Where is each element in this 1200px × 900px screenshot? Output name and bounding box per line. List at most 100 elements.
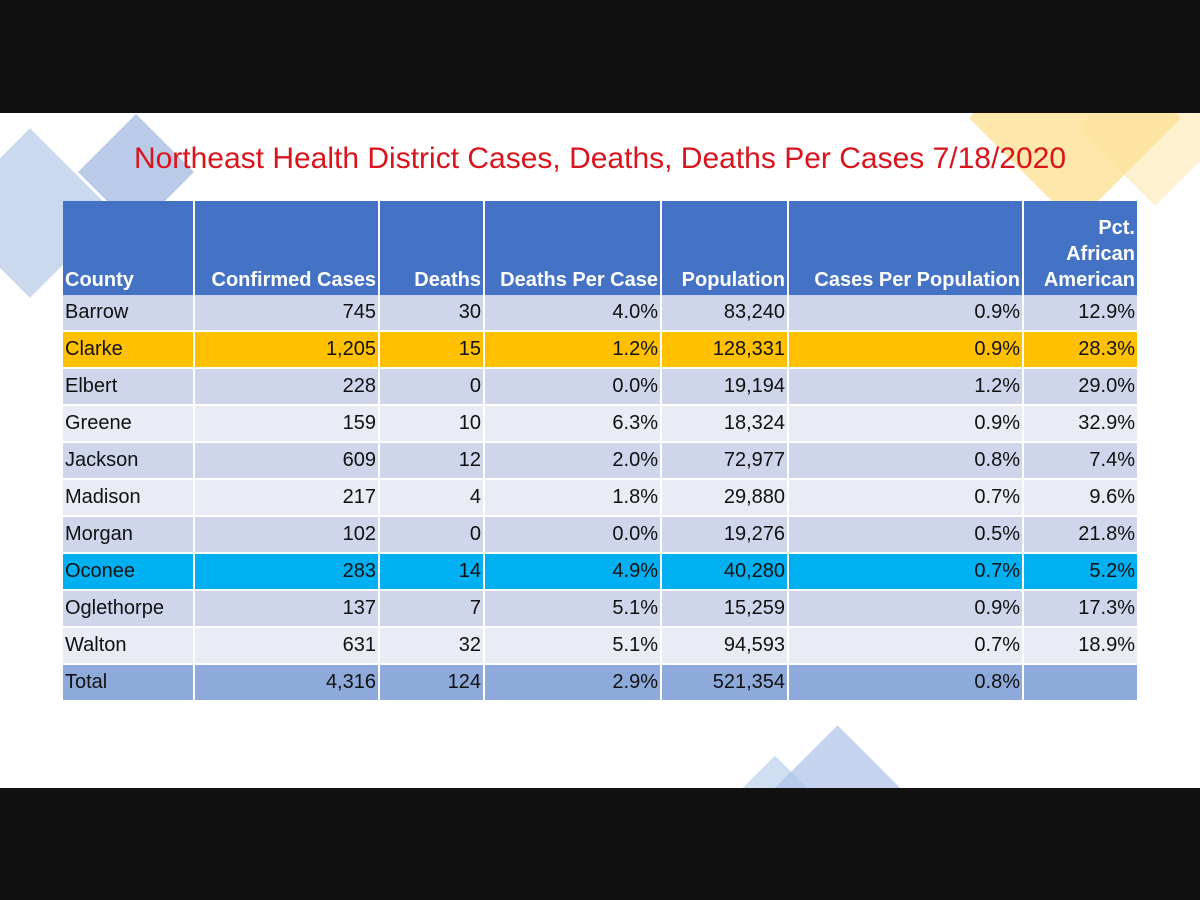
cell-pct-african-american: 12.9% [1023, 295, 1137, 332]
cell-deaths-per-case: 5.1% [484, 627, 662, 665]
header-population: Population [661, 201, 789, 295]
cell-county: Madison [63, 479, 195, 517]
cell-county: Greene [63, 405, 195, 443]
total-cell-population: 521,354 [661, 664, 789, 700]
cell-population: 128,331 [661, 331, 789, 369]
cell-deaths-per-case: 2.0% [484, 442, 662, 480]
total-cell-confirmed-cases: 4,316 [194, 664, 380, 700]
table-row-barrow: Barrow 745 30 4.0% 83,240 0.9% 12.9% [63, 295, 1137, 332]
cell-confirmed-cases: 102 [194, 516, 380, 554]
table-row-morgan: Morgan 102 0 0.0% 19,276 0.5% 21.8% [63, 516, 1137, 554]
cell-confirmed-cases: 283 [194, 553, 380, 591]
cell-population: 72,977 [661, 442, 789, 480]
cell-deaths: 30 [379, 295, 485, 332]
table-row-greene: Greene 159 10 6.3% 18,324 0.9% 32.9% [63, 405, 1137, 443]
cell-county: Oconee [63, 553, 195, 591]
cell-pct-african-american: 29.0% [1023, 368, 1137, 406]
table-header-row: County Confirmed Cases Deaths Deaths Per… [63, 201, 1137, 295]
cell-deaths: 0 [379, 516, 485, 554]
total-cell-county: Total [63, 664, 195, 700]
cell-confirmed-cases: 745 [194, 295, 380, 332]
cell-deaths-per-case: 1.8% [484, 479, 662, 517]
slide-title: Northeast Health District Cases, Deaths,… [133, 142, 1067, 175]
cell-deaths-per-case: 0.0% [484, 516, 662, 554]
cell-deaths: 7 [379, 590, 485, 628]
table-row-oglethorpe: Oglethorpe 137 7 5.1% 15,259 0.9% 17.3% [63, 590, 1137, 628]
cell-county: Morgan [63, 516, 195, 554]
table-row-elbert: Elbert 228 0 0.0% 19,194 1.2% 29.0% [63, 368, 1137, 406]
cell-confirmed-cases: 228 [194, 368, 380, 406]
cell-pct-african-american: 7.4% [1023, 442, 1137, 480]
cell-cases-per-population: 1.2% [788, 368, 1024, 406]
cell-population: 18,324 [661, 405, 789, 443]
cell-deaths-per-case: 4.0% [484, 295, 662, 332]
cell-cases-per-population: 0.5% [788, 516, 1024, 554]
cell-confirmed-cases: 159 [194, 405, 380, 443]
cell-population: 83,240 [661, 295, 789, 332]
header-pct-african-american: Pct. African American [1023, 201, 1137, 295]
cell-county: Jackson [63, 442, 195, 480]
cell-county: Oglethorpe [63, 590, 195, 628]
cell-population: 15,259 [661, 590, 789, 628]
cell-county: Clarke [63, 331, 195, 369]
cell-confirmed-cases: 631 [194, 627, 380, 665]
cell-cases-per-population: 0.9% [788, 331, 1024, 369]
cell-pct-african-american: 28.3% [1023, 331, 1137, 369]
cell-cases-per-population: 0.7% [788, 553, 1024, 591]
cell-pct-african-american: 18.9% [1023, 627, 1137, 665]
total-cell-pct-african-american [1023, 664, 1137, 700]
table-row-oconee: Oconee 283 14 4.9% 40,280 0.7% 5.2% [63, 553, 1137, 591]
table-row-total: Total 4,316 124 2.9% 521,354 0.8% [63, 664, 1137, 700]
cell-population: 94,593 [661, 627, 789, 665]
table-row-madison: Madison 217 4 1.8% 29,880 0.7% 9.6% [63, 479, 1137, 517]
cell-deaths: 14 [379, 553, 485, 591]
cell-cases-per-population: 0.8% [788, 442, 1024, 480]
cell-pct-african-american: 9.6% [1023, 479, 1137, 517]
data-table: County Confirmed Cases Deaths Deaths Per… [63, 201, 1137, 700]
table-row-jackson: Jackson 609 12 2.0% 72,977 0.8% 7.4% [63, 442, 1137, 480]
cell-county: Elbert [63, 368, 195, 406]
cell-population: 29,880 [661, 479, 789, 517]
cell-deaths: 32 [379, 627, 485, 665]
cell-confirmed-cases: 1,205 [194, 331, 380, 369]
header-deaths: Deaths [379, 201, 485, 295]
cell-deaths: 12 [379, 442, 485, 480]
cell-cases-per-population: 0.9% [788, 405, 1024, 443]
header-county: County [63, 201, 195, 295]
cell-deaths-per-case: 5.1% [484, 590, 662, 628]
table-row-walton: Walton 631 32 5.1% 94,593 0.7% 18.9% [63, 627, 1137, 665]
total-cell-deaths: 124 [379, 664, 485, 700]
cell-population: 19,194 [661, 368, 789, 406]
cell-deaths: 0 [379, 368, 485, 406]
cell-population: 19,276 [661, 516, 789, 554]
cell-pct-african-american: 32.9% [1023, 405, 1137, 443]
cell-pct-african-american: 17.3% [1023, 590, 1137, 628]
cell-deaths-per-case: 0.0% [484, 368, 662, 406]
cell-county: Walton [63, 627, 195, 665]
total-cell-cases-per-population: 0.8% [788, 664, 1024, 700]
total-cell-deaths-per-case: 2.9% [484, 664, 662, 700]
cell-deaths-per-case: 6.3% [484, 405, 662, 443]
table-body: Barrow 745 30 4.0% 83,240 0.9% 12.9% Clarke 1,20… [63, 295, 1137, 700]
cell-deaths: 15 [379, 331, 485, 369]
slide: Northeast Health District Cases, Deaths,… [0, 113, 1200, 788]
cell-confirmed-cases: 137 [194, 590, 380, 628]
cell-deaths-per-case: 4.9% [484, 553, 662, 591]
cell-deaths: 4 [379, 479, 485, 517]
cell-confirmed-cases: 217 [194, 479, 380, 517]
cell-pct-african-american: 5.2% [1023, 553, 1137, 591]
cell-pct-african-american: 21.8% [1023, 516, 1137, 554]
cell-confirmed-cases: 609 [194, 442, 380, 480]
cell-cases-per-population: 0.7% [788, 479, 1024, 517]
cell-cases-per-population: 0.9% [788, 590, 1024, 628]
header-deaths-per-case: Deaths Per Case [484, 201, 662, 295]
cell-county: Barrow [63, 295, 195, 332]
cell-deaths-per-case: 1.2% [484, 331, 662, 369]
cell-cases-per-population: 0.7% [788, 627, 1024, 665]
cell-deaths: 10 [379, 405, 485, 443]
cell-cases-per-population: 0.9% [788, 295, 1024, 332]
header-cases-per-population: Cases Per Population [788, 201, 1024, 295]
cell-population: 40,280 [661, 553, 789, 591]
header-confirmed-cases: Confirmed Cases [194, 201, 380, 295]
table-row-clarke: Clarke 1,205 15 1.2% 128,331 0.9% 28.3% [63, 331, 1137, 369]
